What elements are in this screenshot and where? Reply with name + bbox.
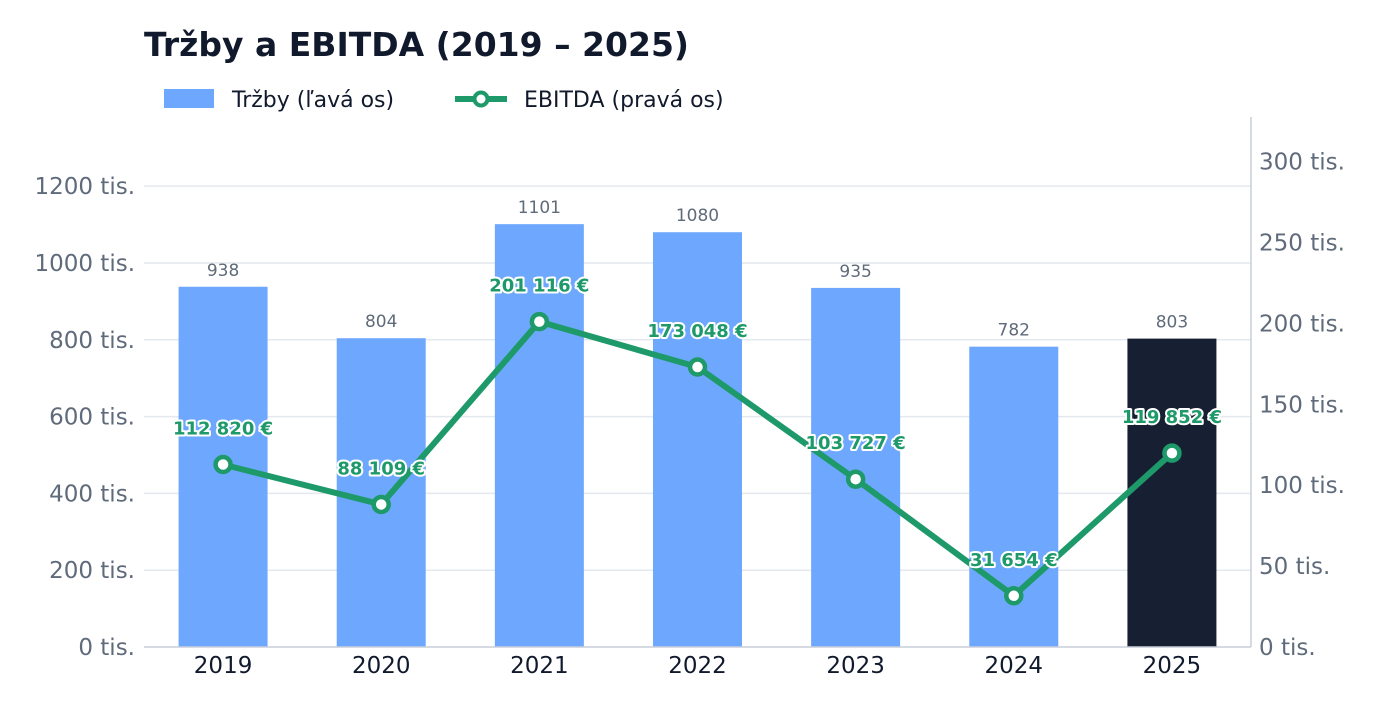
y-right-tick-label: 50 tis. [1259,554,1330,580]
bar-2022 [653,232,742,647]
legend-label-ebitda: EBITDA (pravá os) [524,88,724,113]
x-tick-label: 2019 [194,653,253,679]
y-right-tick-label: 0 tis. [1259,635,1316,661]
y-right-tick-label: 300 tis. [1259,150,1345,176]
y-left-tick-label: 0 tis. [78,635,135,661]
ebitda-point-2023 [845,469,866,489]
x-tick-label: 2022 [668,653,727,679]
ebitda-point-2019 [213,454,233,475]
bar-value-label: 804 [365,312,397,332]
y-left-tick-label: 200 tis. [49,558,135,584]
bars [178,224,1217,648]
legend-label-revenue: Tržby (ľavá os) [231,88,394,113]
ebitda-point-2022 [687,357,708,377]
ebitda-value-label: 201 116 € [489,276,589,297]
ebitda-point-2021 [529,311,550,332]
ebitda-value-label: 119 852 € [1122,407,1222,428]
ebitda-point-2024 [1004,586,1024,606]
bar-value-label: 782 [998,321,1030,341]
bar-value-label: 803 [1156,313,1188,333]
y-right-tick-label: 200 tis. [1259,311,1345,337]
x-tick-label: 2021 [510,653,569,679]
ebitda-value-label: 88 109 € [337,458,425,479]
x-tick-label: 2020 [352,653,411,679]
ebitda-value-label: 103 727 € [806,433,906,454]
bar-value-label: 938 [207,261,239,281]
y-right-tick-label: 100 tis. [1259,473,1345,499]
ebitda-point-2020 [371,494,391,515]
bar-value-label: 935 [839,262,871,282]
ebitda-value-label: 173 048 € [647,321,747,342]
y-left-tick-label: 1200 tis. [34,174,135,200]
x-tick-label: 2024 [985,653,1044,679]
legend: Tržby (ľavá os) EBITDA (pravá os) [164,88,724,113]
bar-2023 [811,287,901,647]
y-left-tick-label: 1000 tis. [34,251,135,277]
legend-swatch-revenue [164,89,214,108]
y-right-tick-label: 250 tis. [1259,231,1345,257]
chart-title: Tržby a EBITDA (2019 – 2025) [144,25,689,64]
bar-2021 [494,224,584,648]
x-tick-label: 2025 [1143,653,1202,679]
data-labels: 938 804 1101 1080 935 782 803 112 820 € 88 109 €… [171,198,1224,573]
bar-2020 [336,338,426,647]
legend-swatch-ebitda-marker [472,90,490,108]
axes: 0 tis. 200 tis. 400 tis. 600 tis. 800 tis. 10… [34,117,1345,679]
y-left-tick-label: 400 tis. [49,481,135,507]
ebitda-point-2025 [1162,443,1182,463]
bar-value-label: 1101 [518,198,561,218]
ebitda-line [213,311,1182,606]
x-tick-label: 2023 [826,653,885,679]
ebitda-value-label: 31 654 € [970,550,1058,571]
y-left-tick-label: 600 tis. [49,405,135,431]
bar-value-label: 1080 [676,206,719,226]
ebitda-value-label: 112 820 € [173,418,273,439]
y-right-tick-label: 150 tis. [1259,392,1345,418]
bar-2025 [1127,338,1217,647]
y-left-tick-label: 800 tis. [49,328,135,354]
